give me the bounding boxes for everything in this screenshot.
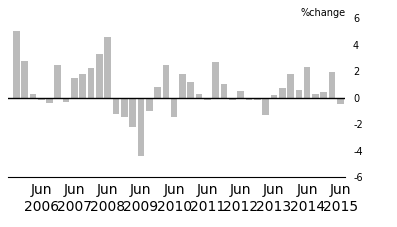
Bar [312,94,319,98]
Bar [196,94,202,98]
Bar [162,64,169,98]
Bar [345,98,352,100]
Bar [237,91,244,98]
Bar [63,98,69,102]
Bar [254,98,260,100]
Bar [104,37,111,98]
Bar [113,98,119,114]
Bar [262,98,269,115]
Bar [96,54,103,98]
Bar [212,62,219,98]
Text: %change: %change [300,8,345,18]
Bar [179,74,186,98]
Bar [320,92,327,98]
Bar [354,82,360,98]
Bar [329,72,335,98]
Bar [279,88,285,98]
Bar [187,82,194,98]
Bar [38,98,44,100]
Bar [79,74,86,98]
Bar [229,98,236,100]
Bar [246,98,252,100]
Bar [13,31,19,98]
Bar [204,98,211,100]
Bar [287,74,294,98]
Bar [46,98,53,103]
Bar [21,61,28,98]
Bar [88,69,94,98]
Bar [138,98,144,156]
Bar [304,67,310,98]
Bar [29,94,36,98]
Bar [295,90,302,98]
Bar [154,87,161,98]
Bar [129,98,136,127]
Bar [146,98,152,111]
Bar [54,64,61,98]
Bar [337,98,344,104]
Bar [221,84,227,98]
Bar [171,98,177,118]
Bar [71,78,78,98]
Bar [121,98,127,118]
Bar [271,95,277,98]
